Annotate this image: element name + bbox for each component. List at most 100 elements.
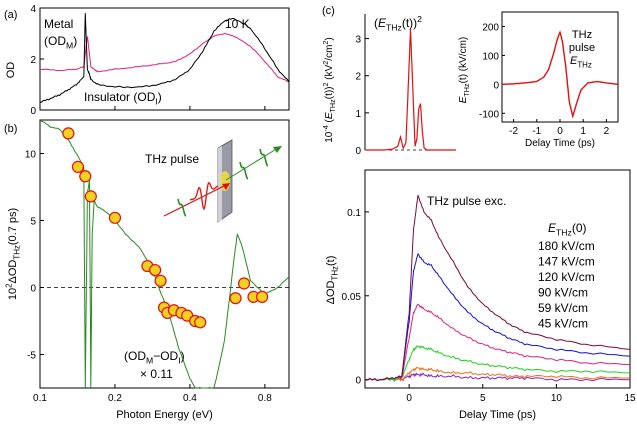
inset-title-line2: pulse [569,42,595,54]
panel-a-legend-insulator: Insulator (ODI) [84,90,162,107]
label-part: THz [386,23,402,33]
label-part: /cm [324,45,335,61]
panel-a-series-metal [39,32,290,83]
panel-c-bottom-xlabel: Delay Time (ps) [459,409,536,421]
panel-b-ylabel: 102ΔODTHz(0.7 ps) [5,208,22,300]
panel-b-ytick-label: 0 [30,284,36,295]
panel-a-temperature: 10 K [225,17,250,31]
label-part: (t) [325,256,337,266]
label-part: (OD [44,34,66,48]
label-part: (OD [124,349,146,363]
panel-c-bottom-frame [364,169,631,389]
label-part: E [378,16,387,30]
inset-ytick-label: -100 [479,109,499,120]
label-part: Insulator (OD [84,90,156,104]
panel-c-bottom-ytick-label: 0 [355,376,361,387]
panel-a: (a) OD 0 2 4 10 K Metal (ODM) Insulator (ODI) [4,4,290,117]
panel-b-xlabel: Photon Energy (eV) [116,409,213,421]
label-part: THz [328,99,337,113]
inset-thz-field [501,30,619,119]
panel-c-top-ytick-label: 3 [355,35,361,46]
label-part: (0) [572,221,587,235]
probe-beam-arrowhead [273,146,282,153]
panel-a-legend-metal: Metal [44,17,73,31]
inset-xtick-label: 0 [557,126,563,137]
probe-beam-arrow [225,147,279,181]
label-part: −OD [153,349,178,363]
panel-b-ytick-label: 5 [30,217,36,228]
panel-a-ytick-label: 0 [30,106,36,117]
label-part: 10 [324,131,335,143]
pump-beam-arrowhead [222,183,230,190]
label-part: THz [12,245,21,260]
panel-c-bottom-ytick-label: 0.1 [347,208,361,219]
label-part: ) [181,349,185,363]
legend-entry: 180 kV/cm [538,239,595,253]
panel-c-top-ylabel: 10-4 (ETHz(t))2 (kV2/cm2) [321,37,337,143]
panel-b-curve-label: (ODM−ODI) [124,349,185,366]
label-part: (t) (kV/cm) [458,37,469,84]
panel-c-top-ytick-label: 1 [355,109,361,120]
delta-od-series [364,195,631,381]
panel-a-series-insulator [39,13,290,104]
probe-pulse-1 [259,148,269,167]
label-part: ) [158,90,162,104]
inset-xtick-label: -2 [509,126,518,137]
label-part: (t)) [324,86,335,99]
panel-a-frame [39,7,290,111]
label-part: ( [324,118,335,125]
label-part: ) [73,34,77,48]
legend-entry: 45 kV/cm [538,317,588,331]
thz-wave [189,181,219,211]
label-part: 2 [417,14,422,24]
label-part: I [155,97,157,107]
inset-ytick-label: 200 [482,22,499,33]
label-part: E [548,221,557,235]
panel-b-ytick-label: -5 [27,351,36,362]
label-part: (t)) [402,16,417,30]
panel-b-xtick-label: 0.8 [258,393,272,404]
panel-b-ytick-label: 10 [25,150,37,161]
panel-a-label: (a) [4,9,17,21]
panel-b-label: (b) [4,123,17,135]
panel-b-xtick-label: 0.4 [183,393,197,404]
inset-ytick-label: 100 [482,51,499,62]
panel-c-bottom-xtick-label: 5 [480,393,486,404]
panel-a-ylabel: OD [5,62,17,79]
panel-b-xtick-label: 0.2 [108,393,122,404]
panel-b-data-point [237,277,251,290]
panel-a-ytick-label: 4 [30,4,36,15]
label-part: I [178,356,180,366]
legend-title: ETHz(0) [548,221,587,238]
label-part: 2 [321,82,330,86]
label-part: E [570,55,578,67]
label-part: (kV [324,64,335,82]
panel-a-legend-metal-sym: (ODM) [44,34,77,51]
panel-a-ytick-label: 2 [30,55,36,66]
label-part: THz [462,83,471,97]
panel-c-bottom-xtick-label: 15 [624,393,636,404]
probe-pulse-0 [177,198,187,217]
panel-b-data-point [62,127,75,140]
legend-entry: 90 kV/cm [538,286,588,300]
label-part: ( [374,16,378,30]
panel-c-bottom-title: THz pulse exc. [427,194,506,208]
panel-c-label: (c) [322,5,335,17]
label-part: 2 [5,284,14,288]
inset-title-symbol: ETHz [570,55,592,69]
legend-entry: 120 kV/cm [538,270,595,284]
label-part: ΔOD [325,280,337,304]
label-part: ) [324,37,335,40]
label-part: 10 [7,288,19,300]
inset-xlabel: Delay Time (ps) [525,138,595,149]
inset-xtick-label: -1 [532,126,541,137]
panel-c-top-title: (ETHz(t))2 [374,14,422,32]
panel-b-inset-label: THz pulse [145,152,199,166]
panel-c-bottom-xtick-label: 0 [406,393,412,404]
panel-c-top-ytick-label: 2 [355,72,361,83]
panel-b-data-point [194,316,207,329]
